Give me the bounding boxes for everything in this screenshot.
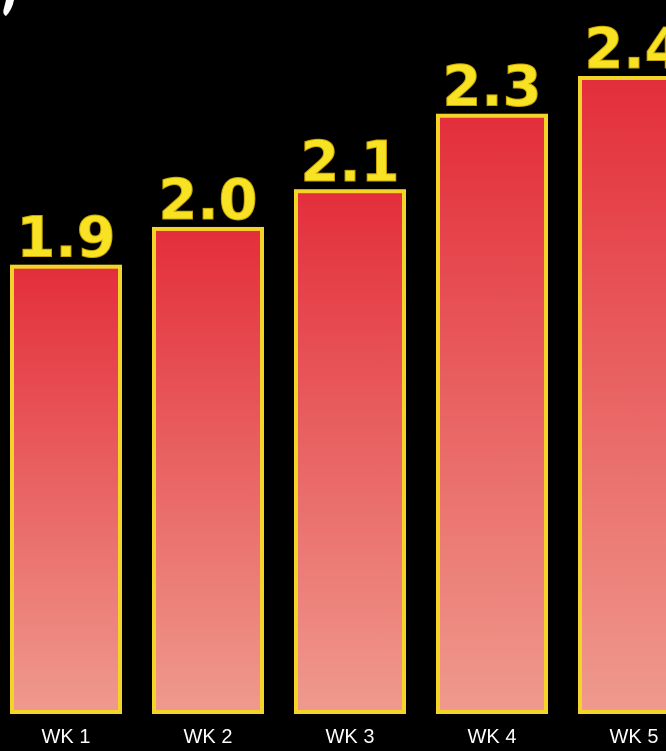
bar-3 xyxy=(294,189,406,714)
category-label-5: WK 5 xyxy=(610,726,659,748)
bar-4 xyxy=(436,113,548,714)
category-label-3: WK 3 xyxy=(326,726,375,748)
bar-1 xyxy=(10,264,122,714)
value-labels-layer: 1.9 2.0 2.1 2.3 2.4 xyxy=(16,17,666,272)
value-label-4: 2.3 xyxy=(442,55,541,120)
corner-blob-mark xyxy=(3,0,15,16)
category-labels-layer: WK 1 WK 2 WK 3 WK 4 WK 5 xyxy=(42,726,659,748)
bar-2 xyxy=(152,226,264,714)
category-label-1: WK 1 xyxy=(42,726,91,748)
value-label-1: 1.9 xyxy=(16,206,115,271)
category-label-4: WK 4 xyxy=(468,726,517,748)
value-label-2: 2.0 xyxy=(158,168,257,233)
category-label-2: WK 2 xyxy=(184,726,233,748)
value-label-5: 2.4 xyxy=(584,17,666,82)
bar-5 xyxy=(578,76,666,714)
value-label-3: 2.1 xyxy=(300,130,399,195)
bars-layer xyxy=(10,76,666,714)
